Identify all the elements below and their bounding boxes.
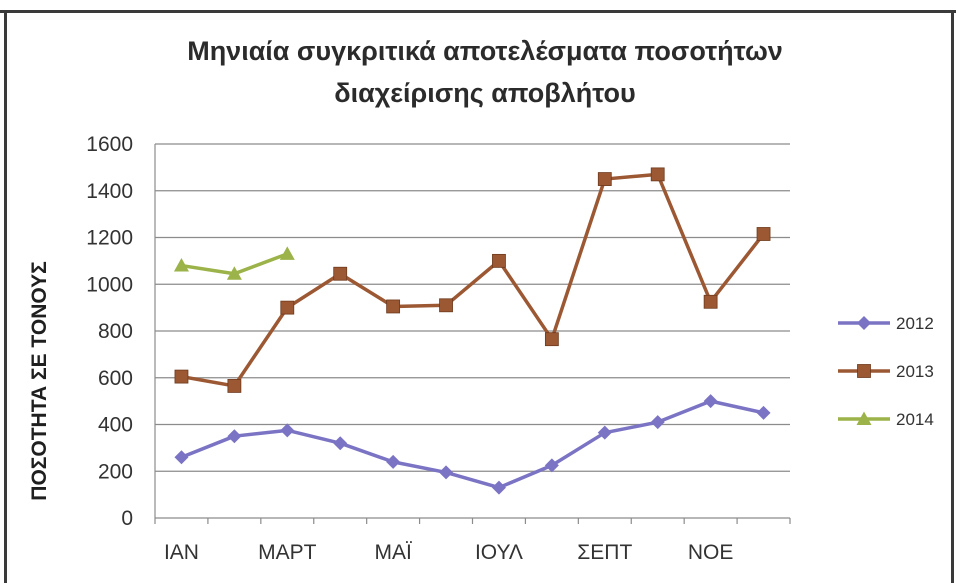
data-point-2013 — [756, 227, 771, 241]
chart-title-line-1: Μηνιαία συγκριτικά αποτελέσματα ποσοτήτω… — [187, 36, 783, 66]
data-point-2013 — [386, 299, 401, 314]
y-tick-label: 200 — [98, 460, 133, 483]
chart-title: Μηνιαία συγκριτικά αποτελέσματα ποσοτήτω… — [100, 30, 870, 114]
data-point-2012 — [703, 394, 718, 409]
data-point-2014 — [226, 266, 242, 280]
y-tick-label: 1000 — [86, 273, 133, 296]
data-point-2013 — [597, 172, 612, 186]
data-point-2012 — [227, 429, 242, 444]
frame-right-border — [951, 10, 954, 583]
data-point-2012 — [491, 480, 506, 495]
y-tick-label: 1200 — [86, 227, 133, 250]
x-tick-label: ΙΟΥΛ — [475, 541, 523, 564]
data-point-2013 — [650, 167, 665, 182]
y-tick-label: 800 — [98, 320, 133, 343]
data-point-2013 — [227, 379, 242, 393]
y-axis-label: ΠΟΣΟΤΗΤΑ ΣΕ ΤΟΝΟΥΣ — [28, 261, 51, 500]
data-point-2012 — [280, 423, 295, 438]
data-point-2013 — [492, 253, 506, 268]
data-point-2012 — [544, 458, 559, 473]
legend-label-2014: 2014 — [896, 410, 934, 429]
data-point-2012 — [333, 436, 348, 451]
x-tick-label: ΣΕΠΤ — [577, 541, 632, 564]
legend-marker-2013 — [857, 364, 871, 378]
data-point-2013 — [703, 294, 718, 309]
data-point-2013 — [544, 332, 559, 347]
data-point-2013 — [333, 266, 348, 281]
y-tick-label: 0 — [121, 507, 133, 530]
x-tick-label: ΜΑΪ — [374, 541, 412, 564]
legend-label-2012: 2012 — [896, 314, 934, 333]
data-point-2013 — [280, 300, 295, 315]
data-point-2013 — [174, 369, 189, 384]
data-point-2012 — [597, 425, 612, 440]
data-point-2012 — [439, 465, 454, 480]
data-point-2012 — [386, 454, 401, 469]
y-tick-label: 400 — [98, 414, 133, 437]
legend-marker-2014 — [856, 411, 872, 425]
data-point-2013 — [439, 298, 453, 313]
y-tick-label: 1400 — [86, 180, 133, 203]
data-point-2014 — [279, 246, 295, 260]
x-tick-label: ΝΟΕ — [688, 541, 734, 564]
frame-top-border — [0, 10, 956, 13]
data-point-2012 — [174, 450, 189, 465]
data-point-2014 — [173, 258, 189, 272]
chart-title-line-2: διαχείρισης αποβλήτου — [334, 78, 636, 108]
series-line-2013 — [181, 172, 765, 388]
y-tick-label: 1600 — [86, 133, 133, 156]
data-point-2012 — [756, 405, 771, 420]
frame-left-border — [4, 10, 7, 583]
x-tick-label: ΜΑΡΤ — [258, 541, 317, 564]
x-tick-label: ΙΑΝ — [164, 541, 199, 564]
data-point-2012 — [650, 415, 665, 430]
series-line-2012 — [180, 399, 764, 490]
legend-marker-2012 — [857, 316, 871, 330]
y-tick-label: 600 — [98, 367, 133, 390]
legend-label-2013: 2013 — [896, 362, 934, 381]
